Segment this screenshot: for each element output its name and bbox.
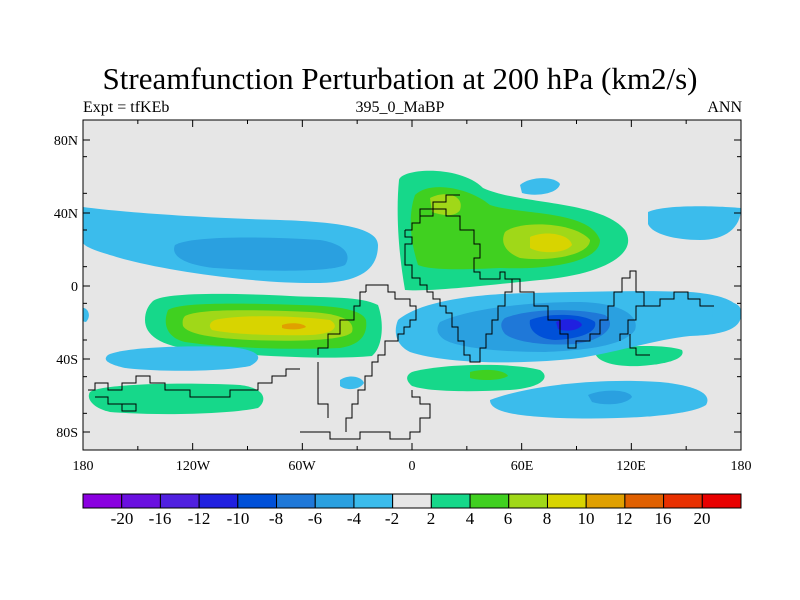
colorbar [82,493,742,509]
colorbar-label: -20 [111,509,134,528]
x-tick-label: 60E [511,459,534,474]
x-tick-label: 180 [731,459,752,474]
y-tick-label: 40S [56,353,78,368]
colorbar-box [276,493,316,509]
colorbar-box [392,493,432,509]
colorbar-label: 16 [655,509,672,528]
colorbar-box [508,493,548,509]
field-negative-2 [520,178,560,195]
contour-fields [83,170,741,419]
coastline-antarctica-edge [300,390,431,440]
colorbar-box [314,493,355,509]
colorbar-labels: -20 -16 -12 -10 -8 -6 -4 -2 2 4 6 8 10 1… [111,509,711,528]
field-positive-6 [470,369,508,381]
coastline-europe [419,194,460,216]
colorbar-label: 12 [616,509,633,528]
colorbar-box [663,493,703,509]
coastline-south-pacific [88,368,300,398]
field-negative-2 [340,376,364,390]
x-tick-label: 120W [176,459,211,474]
colorbar-box [585,493,626,509]
colorbar-box [121,493,161,509]
colorbar-label: -10 [227,509,250,528]
colorbar-label: 2 [427,509,436,528]
field-negative-4 [174,237,348,271]
field-positive-10 [530,233,572,253]
season-label: ANN [707,99,742,116]
colorbar-box [469,493,510,509]
x-tick-label: 180 [73,459,94,474]
field-positive-4 [595,346,683,367]
colorbar-label: -8 [269,509,283,528]
colorbar-label: 20 [694,509,711,528]
coastline-south-america [345,284,417,432]
experiment-label: Expt = tfKEb [83,99,170,116]
y-tick-label: 40N [54,207,78,222]
field-positive-10 [209,316,335,336]
colorbar-label: -12 [188,509,211,528]
field-negative-12 [556,319,582,331]
colorbar-label: 8 [543,509,552,528]
field-positive-4 [88,383,264,415]
colorbar-box [701,493,742,509]
y-tick-label: 80N [54,134,78,149]
x-tick-label: 60W [288,459,316,474]
colorbar-box [430,493,471,509]
field-negative-2 [105,346,259,371]
colorbar-label: -6 [308,509,322,528]
x-axis-labels: 180 120W 60W 0 60E 120E 180 [73,459,752,474]
colorbar-box [546,493,587,509]
field-negative-2 [712,302,741,324]
field-positive-12 [282,323,306,330]
coastline-southeast-asia [644,291,714,307]
colorbar-box [198,493,239,509]
y-tick-label: 80S [56,426,78,441]
colorbar-label: 4 [466,509,475,528]
colorbar-label: -2 [385,509,399,528]
axis-ticks [82,119,742,451]
field-positive-8 [430,194,461,216]
case-label: 395_0_MaBP [355,99,445,116]
coastline-australia [629,334,650,356]
field-negative-2 [648,206,741,240]
plot-title: Streamfunction Perturbation at 200 hPa (… [102,61,698,96]
y-tick-label: 0 [71,280,78,295]
colorbar-label: 10 [578,509,595,528]
colorbar-label: 6 [504,509,513,528]
coastline-antarctic-peninsula [317,362,329,418]
colorbar-label: -4 [347,509,362,528]
colorbar-box [624,493,665,509]
coastline-arabia-india [512,270,645,349]
coastline-africa [404,208,513,363]
coastline-central-america [317,291,366,355]
field-negative-2 [83,307,89,322]
colorbar-box [82,493,123,509]
coastline-south-pacific-islands [95,396,137,412]
colorbar-box [237,493,278,509]
colorbar-box [159,493,200,509]
coastlines [88,194,714,440]
colorbar-label: -16 [149,509,172,528]
x-tick-label: 0 [409,459,416,474]
y-axis-labels: 80N 40N 0 40S 80S [54,134,78,441]
x-tick-label: 120E [616,459,646,474]
field-negative-4 [588,390,632,405]
colorbar-box [353,493,394,509]
